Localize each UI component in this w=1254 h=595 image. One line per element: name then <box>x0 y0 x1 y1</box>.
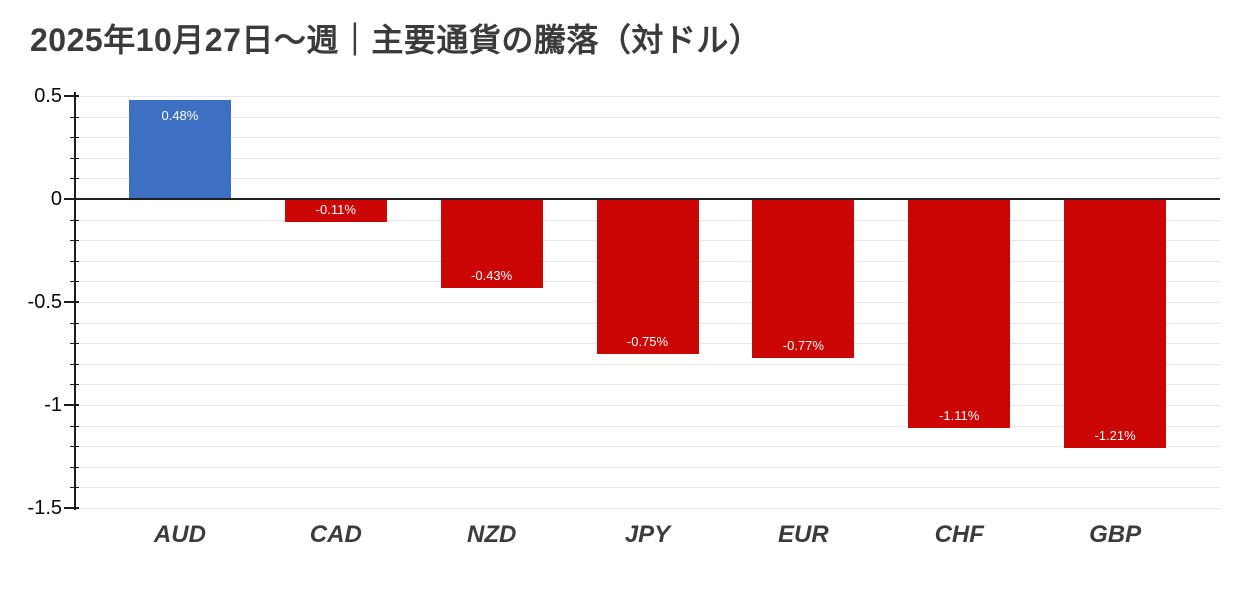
x-axis-label-nzd: NZD <box>466 521 517 548</box>
gridline <box>75 446 1220 448</box>
bar-chf: -1.11% <box>908 199 1011 428</box>
x-axis-label-cad: CAD <box>309 521 362 548</box>
x-axis-labels: AUD CAD NZD JPY EUR CHF GBP <box>75 521 1220 549</box>
y-axis-major-tick <box>64 198 79 200</box>
gridline <box>75 384 1220 386</box>
category-band: 0.48% <box>102 96 258 508</box>
gridline <box>75 363 1220 365</box>
gridline <box>75 508 1220 509</box>
gridline <box>75 425 1220 427</box>
y-axis-major-tick <box>64 507 79 509</box>
category-band: -0.43% <box>414 96 570 508</box>
y-axis-minor-tick <box>70 157 79 159</box>
category-band: -0.11% <box>258 96 414 508</box>
gridline <box>75 157 1220 159</box>
y-axis-minor-tick <box>70 260 79 262</box>
y-axis-minor-tick <box>70 343 79 345</box>
bar-value-label: -0.75% <box>626 333 669 349</box>
gridline <box>75 116 1220 118</box>
y-axis-major-tick <box>64 95 79 97</box>
bar-jpy: -0.75% <box>596 199 699 354</box>
category-band: -0.75% <box>570 96 726 508</box>
bar-cad: -0.11% <box>284 199 387 222</box>
y-axis-minor-tick <box>70 466 79 468</box>
y-axis-minor-tick <box>70 240 79 242</box>
y-axis-minor-tick <box>70 137 79 139</box>
y-axis-tick-label: -1 <box>44 394 62 416</box>
x-axis-label-aud: AUD <box>153 521 206 548</box>
bar-value-label: 0.48% <box>161 108 199 124</box>
bar-value-label: -0.11% <box>315 201 356 217</box>
x-axis-label-chf: CHF <box>934 521 984 548</box>
plot-area: 0.48% -0.11% -0.43% -0.75% -0.77% -1.11% -1.21… <box>64 92 1220 510</box>
zero-baseline <box>75 198 1220 200</box>
gridline <box>75 466 1220 468</box>
x-axis-label-jpy: JPY <box>624 521 671 548</box>
category-band: -1.11% <box>881 96 1037 508</box>
x-axis-label-gbp: GBP <box>1089 521 1142 548</box>
y-axis-tick-label: -0.5 <box>27 291 62 313</box>
gridline <box>75 137 1220 139</box>
y-axis-minor-tick <box>70 384 79 386</box>
y-axis-minor-tick <box>70 446 79 448</box>
bar-value-label: -1.21% <box>1094 428 1136 444</box>
bar-eur: -0.77% <box>752 199 855 358</box>
y-axis-major-tick <box>64 404 79 406</box>
bars-container: 0.48% -0.11% -0.43% -0.75% -0.77% -1.11% -1.21… <box>75 96 1220 508</box>
bar-value-label: -0.77% <box>782 337 824 353</box>
y-axis-minor-tick <box>70 281 79 283</box>
bar-gbp: -1.21% <box>1064 199 1167 449</box>
bar-value-label: -1.11% <box>939 407 980 423</box>
y-axis-minor-tick <box>70 219 79 221</box>
y-axis-tick-label: 0.5 <box>34 85 62 107</box>
y-axis-tick-label: 0 <box>50 188 62 210</box>
gridline <box>75 405 1220 406</box>
y-axis-minor-tick <box>70 178 79 180</box>
category-band: -0.77% <box>725 96 881 508</box>
y-axis-minor-tick <box>70 322 79 324</box>
y-axis-tick-label: -1.5 <box>27 497 62 519</box>
y-axis-minor-tick <box>70 425 79 427</box>
x-axis-label-eur: EUR <box>778 521 829 548</box>
gridline <box>75 487 1220 489</box>
y-axis-minor-tick <box>70 363 79 365</box>
gridline <box>75 178 1220 180</box>
gridline <box>75 96 1220 97</box>
y-axis-minor-tick <box>70 487 79 489</box>
bar-value-label: -0.43% <box>471 267 513 283</box>
bar-aud: 0.48% <box>128 100 231 199</box>
category-band: -1.21% <box>1037 96 1193 508</box>
bar-nzd: -0.43% <box>440 199 543 288</box>
y-axis-minor-tick <box>70 116 79 118</box>
y-axis-major-tick <box>64 301 79 303</box>
chart-title: 2025年10月27日～週｜主要通貨の騰落（対ドル） <box>30 22 762 58</box>
